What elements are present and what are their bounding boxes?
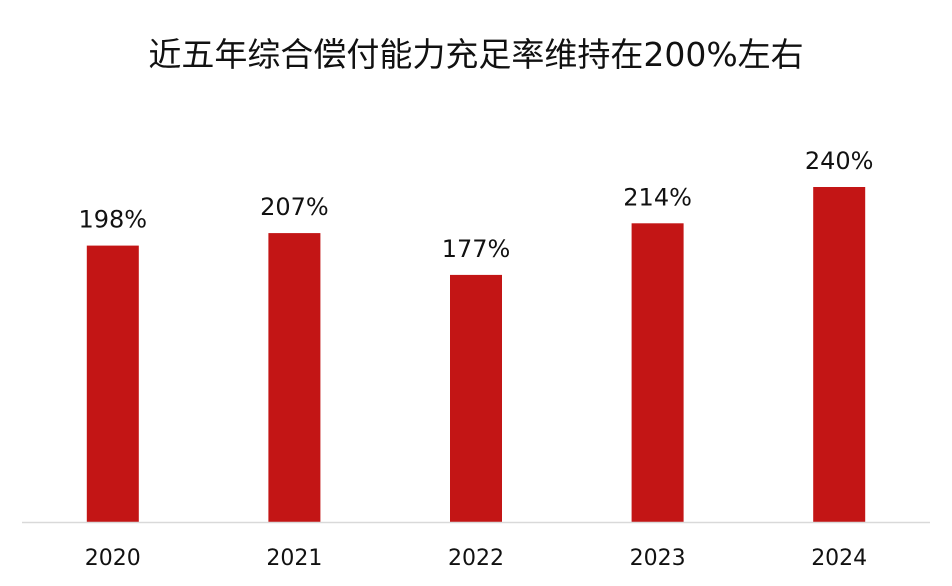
data-label-2023: 214% [623,183,692,211]
chart-title: 近五年综合偿付能力充足率维持在200%左右 [148,35,804,74]
data-labels-layer: 198% 207% 177% 214% 240% [78,147,873,263]
bar-2024 [813,187,866,522]
data-label-2021: 207% [260,193,329,221]
data-label-2022: 177% [442,235,511,263]
x-tick-label-2021: 2021 [266,546,322,571]
data-label-2024: 240% [805,147,874,175]
x-tick-label-2022: 2022 [448,546,504,571]
bar-2023 [631,223,684,523]
data-label-2020: 198% [78,206,147,234]
bar-2020 [86,245,139,522]
bar-2022 [450,274,502,522]
x-tick-label-2024: 2024 [811,546,867,571]
x-tick-label-2023: 2023 [630,546,686,571]
bars-layer [86,187,866,523]
x-tick-label-2020: 2020 [85,546,141,571]
bar-2021 [268,233,321,522]
x-tick-labels-layer: 2020 2021 2022 2023 2024 [85,546,867,571]
